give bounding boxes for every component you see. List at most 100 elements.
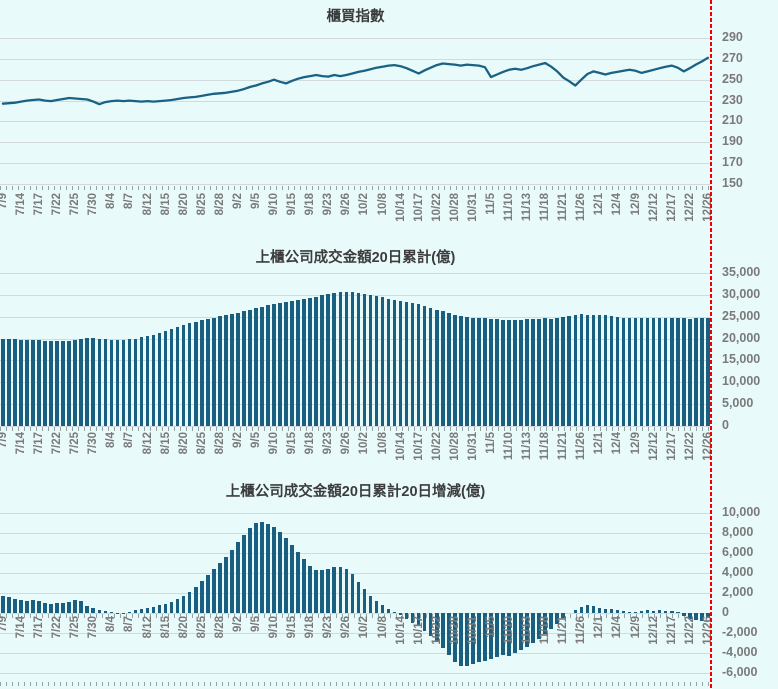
x-axis-date-label: 12/1: [593, 432, 606, 455]
data-bar: [272, 527, 276, 613]
data-bar: [398, 613, 403, 615]
data-bar: [344, 291, 349, 426]
data-bar: [700, 613, 704, 621]
data-bar: [434, 309, 439, 426]
data-bar: [537, 613, 541, 639]
x-axis-date-label: 9/18: [304, 616, 317, 639]
x-axis-date-label: 7/17: [33, 193, 46, 216]
data-bar: [205, 575, 210, 613]
data-bar: [465, 317, 469, 426]
data-bar: [627, 611, 632, 613]
data-bar: [278, 303, 282, 426]
y-axis-tick-label: 170: [722, 155, 743, 170]
x-axis-date-label: 11/26: [575, 193, 588, 222]
data-bar: [368, 294, 373, 426]
data-bar: [525, 319, 529, 426]
data-bar: [308, 566, 312, 613]
data-bar: [302, 298, 306, 426]
x-axis-date-label: 12/26: [701, 193, 714, 222]
data-bar: [687, 318, 692, 426]
x-axis-date-label: 7/25: [69, 616, 82, 639]
data-bar: [145, 607, 150, 613]
data-bar: [669, 611, 674, 613]
data-bar: [181, 325, 186, 426]
data-bar: [627, 318, 632, 426]
data-bar: [609, 316, 614, 426]
x-axis-date-label: 10/31: [466, 193, 479, 222]
date-cursor-line[interactable]: [710, 0, 712, 689]
y-axis-tick-label: 30,000: [722, 286, 761, 301]
data-bar: [145, 336, 150, 426]
data-bar: [121, 339, 126, 426]
data-bar: [151, 334, 156, 426]
data-bar: [543, 318, 547, 426]
data-bar: [513, 613, 517, 653]
data-bar: [314, 296, 319, 426]
data-bar: [290, 545, 294, 613]
data-bar: [224, 315, 228, 426]
data-bar: [694, 318, 698, 426]
data-bar: [320, 295, 325, 426]
gridline: [0, 653, 711, 654]
data-bar: [296, 299, 300, 426]
data-bar: [97, 610, 102, 613]
data-bar: [495, 613, 499, 657]
data-bar: [127, 339, 132, 426]
data-bar: [205, 318, 210, 426]
data-bar: [266, 305, 270, 426]
x-axis-date-label: 11/26: [575, 432, 588, 461]
data-bar: [127, 612, 132, 613]
gridline: [0, 633, 711, 634]
x-axis-date-label: 7/30: [87, 616, 100, 639]
x-axis-date-label: 11/5: [484, 432, 497, 454]
data-bar: [73, 339, 77, 426]
gridline: [0, 58, 711, 60]
data-bar: [19, 600, 23, 613]
data-bar: [187, 323, 192, 426]
data-bar: [163, 603, 168, 613]
data-bar: [428, 307, 433, 426]
y-axis-tick-label: 8,000: [722, 525, 754, 539]
x-axis-date-label: 9/2: [231, 193, 244, 209]
gridline: [0, 553, 711, 554]
data-bar: [657, 318, 662, 426]
x-axis-date-label: 11/13: [521, 616, 534, 645]
data-bar: [597, 607, 602, 613]
data-bar: [507, 613, 511, 656]
x-axis-date-label: 11/13: [521, 432, 534, 461]
data-bar: [43, 602, 47, 613]
x-axis-date-label: 11/21: [557, 193, 570, 222]
data-bar: [49, 603, 53, 613]
gridline: [0, 426, 711, 427]
x-axis-date-label: 10/22: [430, 193, 443, 222]
x-axis-date-label: 8/15: [159, 193, 172, 216]
data-bar: [193, 321, 198, 426]
y-axis-tick-label: 25,000: [722, 308, 761, 323]
x-axis-date-label: 10/22: [430, 432, 443, 461]
data-bar: [663, 317, 668, 426]
x-axis-date-label: 9/10: [268, 432, 281, 455]
data-bar: [519, 319, 523, 426]
data-bar: [525, 613, 529, 647]
data-bar: [199, 319, 204, 426]
data-bar: [109, 339, 114, 426]
gridline: [0, 360, 711, 362]
data-bar: [501, 319, 505, 426]
x-axis-date-label: 7/30: [87, 193, 100, 216]
x-axis-date-label: 10/2: [358, 616, 371, 639]
data-bar: [651, 318, 656, 426]
x-axis-date-label: 9/18: [304, 193, 317, 216]
data-bar: [103, 611, 108, 613]
x-axis-date-label: 8/20: [177, 616, 190, 639]
x-axis-date-label: 12/4: [611, 616, 624, 639]
data-bar: [657, 610, 662, 613]
y-axis-tick-label: 20,000: [722, 330, 761, 345]
gridline: [0, 121, 711, 123]
data-bar: [706, 317, 710, 426]
data-bar: [561, 613, 566, 618]
x-axis-date-label: 12/12: [647, 193, 660, 222]
x-axis-date-label: 7/9: [0, 616, 9, 632]
data-bar: [181, 596, 186, 613]
x-axis-date-label: 8/4: [105, 616, 118, 632]
x-axis-date-label: 11/18: [539, 193, 552, 222]
